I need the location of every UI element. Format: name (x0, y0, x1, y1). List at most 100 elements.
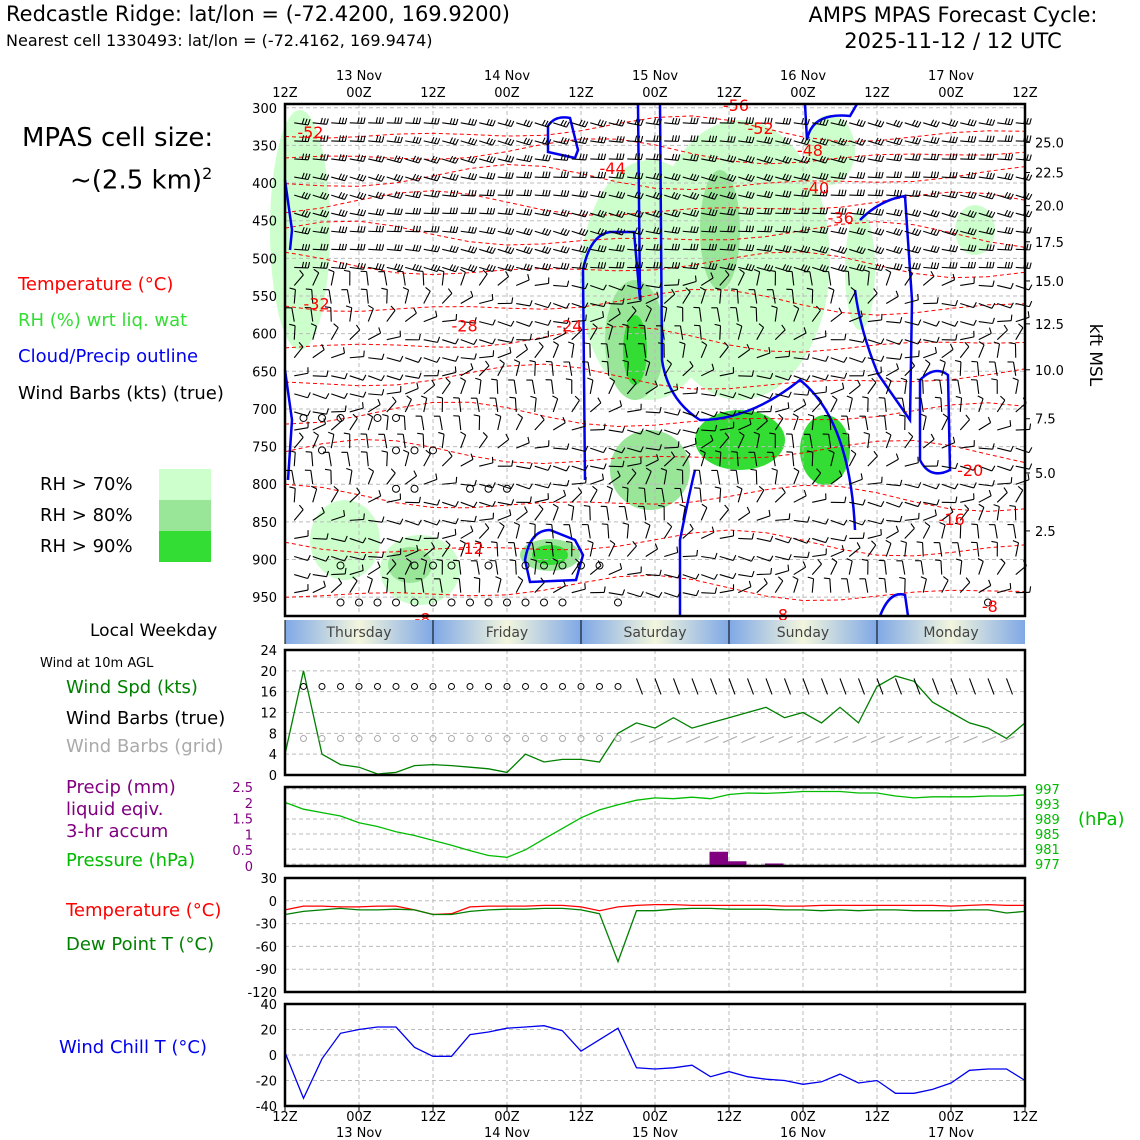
wind-barb-shaft (849, 158, 864, 163)
wind-barb-shaft (978, 332, 992, 341)
wind-barb-flag (801, 207, 804, 214)
wind-barb-flag (873, 288, 878, 294)
wind-barb (479, 207, 496, 215)
wind-barb-shaft (476, 398, 480, 413)
wind-barb-shaft (423, 519, 438, 526)
wind-barb (1015, 135, 1032, 142)
wind-barb-flag (359, 174, 364, 181)
wind-barb-shaft (460, 321, 475, 324)
wind-barb-flag (486, 246, 491, 252)
wind-barb-shaft (923, 194, 938, 198)
wind-barb-shaft (460, 368, 474, 377)
wind-barb-shaft (849, 478, 863, 485)
wind-barb-flag (584, 246, 589, 253)
wind-barb-flag (973, 245, 977, 252)
wind-barb-flag (418, 265, 422, 272)
wind-barb-flag (1010, 465, 1014, 471)
wind-barb-flag (321, 506, 325, 513)
wind-barb-flag (1028, 193, 1033, 200)
wind-barb (553, 171, 570, 179)
wind-barb-shaft (420, 578, 425, 593)
wind-barb-flag (545, 189, 548, 196)
wind-barb-flag (831, 558, 838, 563)
wind-barb-flag (360, 155, 364, 162)
wind-barb-shaft (682, 266, 697, 270)
wind-barb (701, 552, 718, 560)
wind-barb-flag (920, 413, 927, 417)
wind-barb (479, 264, 496, 273)
wind-barb-shaft (515, 580, 524, 593)
wind-barb-shaft (830, 122, 845, 127)
wind-barb-flag (473, 173, 478, 180)
wind-barb (323, 289, 332, 304)
wind-barb (479, 456, 494, 467)
wind-barb-flag (843, 519, 848, 526)
wind-barb (545, 523, 554, 539)
wind-barb (645, 429, 663, 436)
wind-barb (769, 269, 776, 286)
wind-barb (423, 190, 440, 198)
wind-barb-shaft (386, 212, 401, 216)
wind-barb-flag (659, 118, 662, 126)
wind-barb-shaft (922, 542, 924, 557)
wind-barb-shaft (920, 560, 924, 575)
wind-barb-flag (782, 173, 787, 180)
wind-barb (442, 173, 459, 181)
wind-barb-flag (708, 208, 712, 215)
wind-barb-flag (936, 460, 939, 467)
wind-barb-flag (862, 265, 866, 272)
wind-barb-shaft (904, 365, 916, 377)
wind-barb-shaft (756, 194, 771, 199)
wind-barb-shaft (607, 361, 610, 376)
wind-barb-flag (846, 558, 853, 562)
wind-barb (878, 415, 887, 431)
wind-barb-shaft (904, 542, 907, 557)
wind-barb-flag (885, 431, 892, 436)
wind-barb-flag (764, 117, 767, 124)
wind-barb-flag (381, 175, 385, 182)
wind-barb (565, 378, 573, 394)
wind-barb-flag (955, 153, 958, 160)
wind-barb (753, 431, 760, 449)
wind-barb-flag (418, 137, 422, 144)
wind-barb-flag (1003, 324, 1008, 331)
wind-barb-flag (1010, 153, 1014, 161)
wind-barb (971, 541, 980, 557)
wind-barb (516, 171, 533, 179)
wind-barb-flag (899, 247, 903, 254)
wind-barb-flag (656, 135, 659, 142)
wind-barb-flag (566, 247, 570, 254)
wind-barb-shaft (830, 140, 845, 146)
wind-barb-flag (861, 356, 866, 363)
wind-barb-shaft (775, 194, 790, 198)
wind-barb-flag (622, 261, 625, 269)
wind-barb-shaft (404, 289, 410, 304)
wind-barb-shaft (793, 495, 807, 503)
wind-barb-flag (344, 392, 348, 399)
wind-barb-shaft (867, 534, 882, 539)
wind-barb (368, 389, 385, 396)
wind-barb (608, 210, 626, 219)
wind-barb (645, 135, 662, 143)
wind-barb-flag (764, 244, 768, 251)
wind-barb (867, 450, 878, 467)
wind-barb-shaft (886, 483, 901, 487)
wind-barb-flag (529, 462, 533, 469)
wind-barb (442, 528, 457, 539)
wind-barb-shaft (368, 212, 383, 216)
wind-barb-shaft (756, 555, 771, 562)
wind-barb-flag (344, 535, 348, 542)
wind-barb-flag (732, 392, 737, 398)
wind-barb-flag (727, 117, 730, 124)
wind-barb-shaft (534, 336, 549, 341)
wind-barb-flag (542, 189, 545, 196)
wind-barb (978, 480, 995, 487)
wind-barb-flag (505, 189, 508, 196)
wind-barb-flag (918, 263, 921, 270)
wind-barb-flag (338, 154, 342, 161)
wind-barb-flag (951, 210, 956, 217)
wind-barb-shaft (682, 140, 697, 143)
wind-barb-flag (1028, 300, 1033, 307)
wind-barb (738, 173, 755, 182)
wind-barb-shaft (756, 271, 761, 286)
